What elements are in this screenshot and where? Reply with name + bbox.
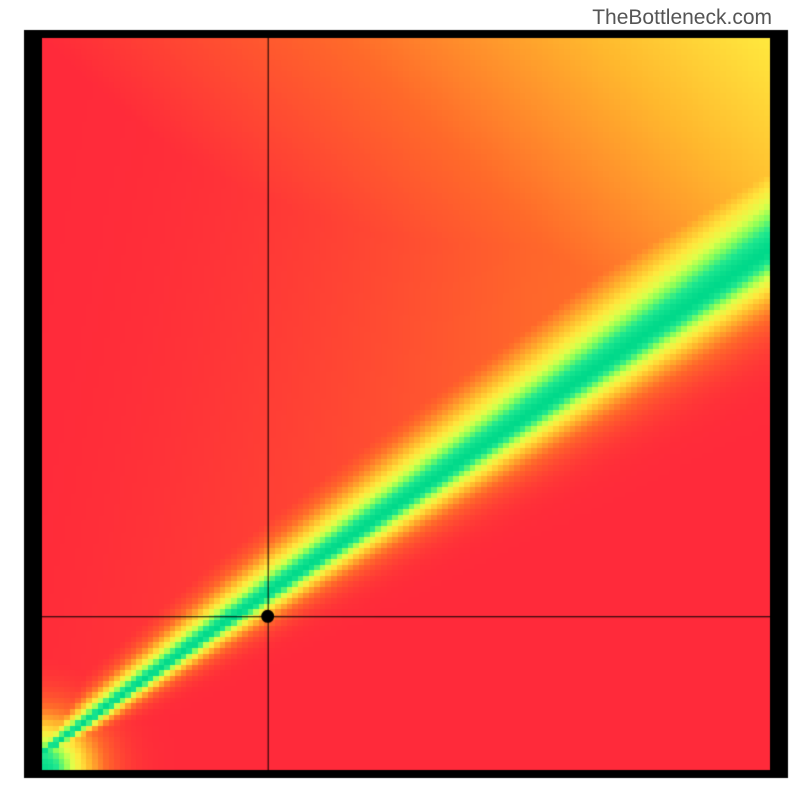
attribution-label: TheBottleneck.com [592,6,772,30]
chart-container: TheBottleneck.com [0,0,800,800]
bottleneck-heatmap [0,0,800,800]
